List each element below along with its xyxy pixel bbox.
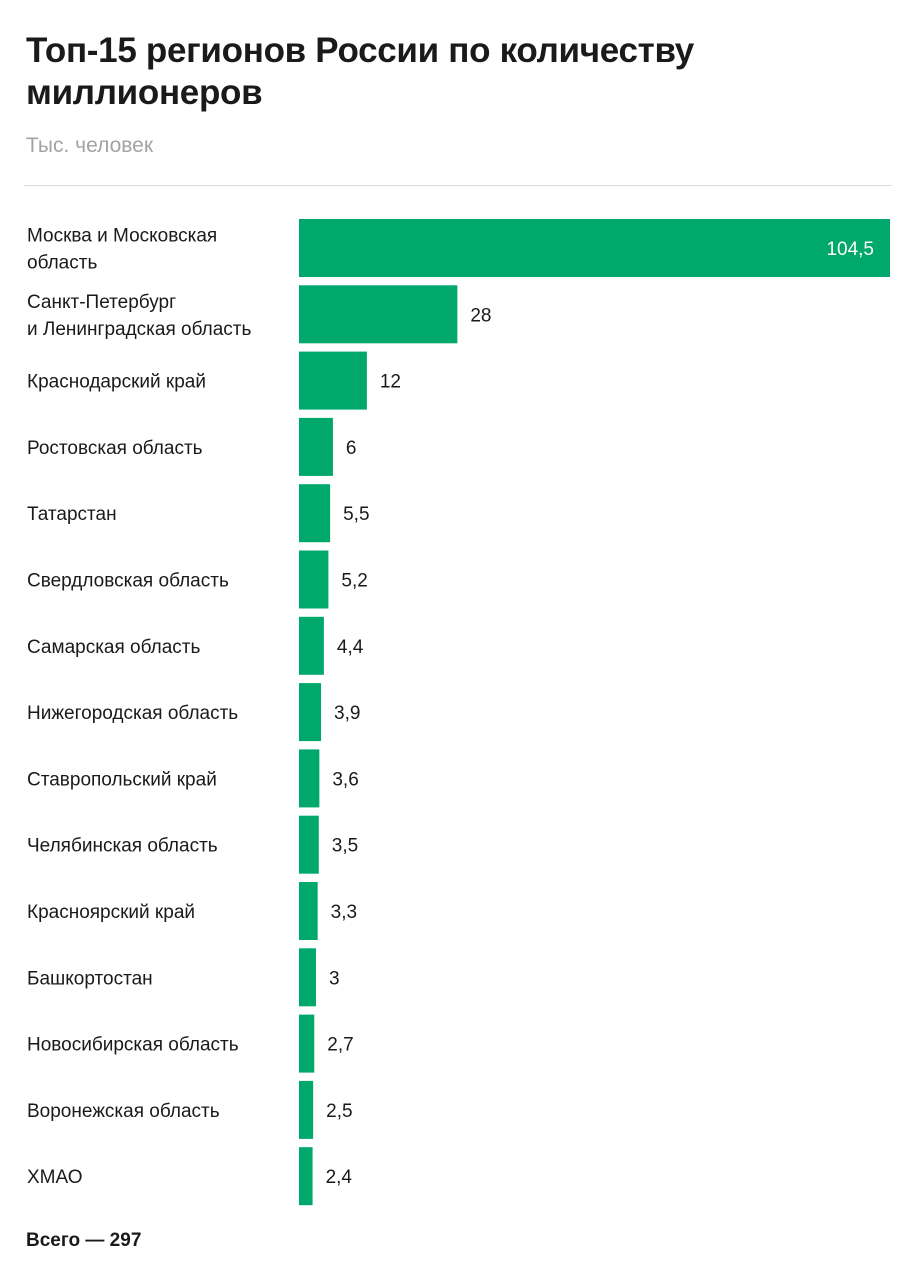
value-label-8: 3,9: [334, 703, 360, 724]
bar-1: [299, 219, 890, 277]
chart-subtitle: Тыс. человек: [26, 134, 154, 157]
bar-5: [299, 484, 331, 543]
value-label-2: 28: [470, 305, 491, 326]
category-label-12: Башкортостан: [27, 968, 153, 989]
bar-14: [299, 1080, 314, 1139]
value-label-3: 12: [380, 372, 401, 393]
category-label-2: Санкт-Петербург и Ленинградская область: [27, 292, 251, 340]
bar-11: [299, 882, 318, 940]
category-label-14: Воронежская область: [27, 1101, 220, 1122]
bar-4: [299, 417, 333, 476]
bar-2: [299, 285, 458, 344]
category-label-1: Москва и Московская область: [27, 226, 217, 274]
bar-15: [299, 1147, 313, 1206]
value-label-6: 5,2: [341, 571, 367, 592]
value-label-12: 3: [329, 968, 340, 989]
bar-13: [299, 1014, 315, 1073]
category-label-13: Новосибирская область: [27, 1035, 239, 1056]
category-label-9: Ставропольский край: [27, 769, 217, 790]
category-label-3: Краснодарский край: [27, 372, 206, 393]
category-label-7: Самарская область: [27, 637, 201, 658]
value-label-4: 6: [346, 438, 357, 459]
category-label-11: Красноярский край: [27, 902, 195, 923]
category-label-10: Челябинская область: [27, 836, 218, 857]
value-label-1: 104,5: [826, 239, 874, 260]
category-label-5: Татарстан: [27, 504, 117, 525]
bar-3: [299, 351, 367, 410]
value-label-11: 3,3: [331, 902, 357, 923]
category-label-4: Ростовская область: [27, 438, 203, 459]
total-label: Всего — 297: [26, 1230, 142, 1251]
bar-8: [299, 683, 322, 742]
bar-10: [299, 815, 319, 874]
value-label-13: 2,7: [327, 1035, 353, 1056]
value-label-7: 4,4: [337, 637, 364, 658]
category-label-15: ХМАО: [27, 1167, 83, 1188]
value-label-15: 2,4: [326, 1167, 353, 1188]
category-label-8: Нижегородская область: [27, 703, 238, 724]
header-divider: [24, 185, 892, 186]
bar-7: [299, 616, 324, 675]
value-label-10: 3,5: [332, 836, 358, 857]
value-label-5: 5,5: [343, 504, 369, 525]
chart-title: Топ-15 регионов России по количеству мил…: [26, 31, 694, 112]
bar-9: [299, 749, 320, 808]
value-label-14: 2,5: [326, 1101, 352, 1122]
category-label-6: Свердловская область: [27, 571, 229, 592]
bar-6: [299, 550, 329, 609]
value-label-9: 3,6: [332, 769, 358, 790]
bar-12: [299, 948, 316, 1007]
